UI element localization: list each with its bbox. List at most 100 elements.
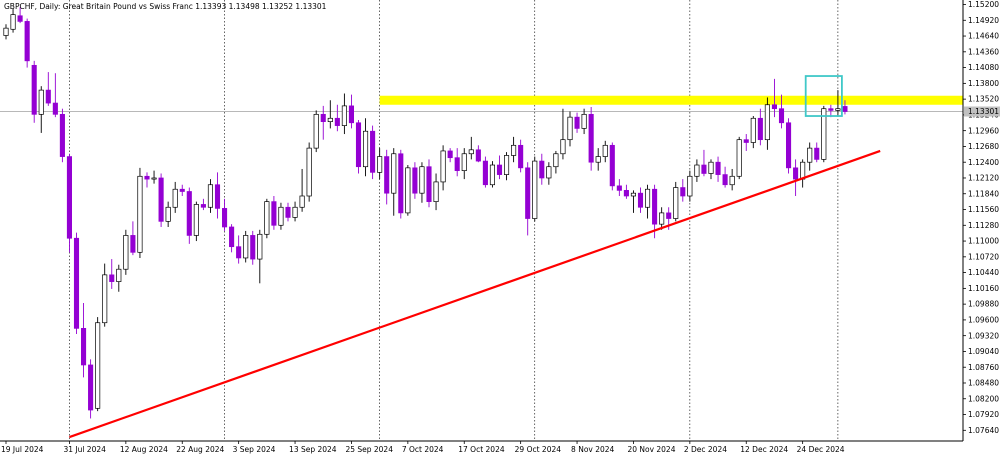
x-tick-label: 13 Sep 2024 bbox=[289, 445, 337, 454]
candle-body bbox=[701, 164, 707, 174]
candle-body bbox=[433, 181, 439, 202]
candle-body bbox=[116, 268, 122, 282]
candle-body bbox=[17, 15, 23, 22]
x-tick-label: 17 Oct 2024 bbox=[458, 445, 505, 454]
candle-body bbox=[285, 206, 291, 218]
candle-body bbox=[468, 149, 474, 155]
candle-body bbox=[574, 116, 580, 129]
y-tick-label: 1.12120 bbox=[968, 174, 999, 183]
y-tick-label: 1.09320 bbox=[968, 331, 999, 340]
candle-body bbox=[489, 164, 496, 186]
resistance-zone-layer bbox=[0, 95, 963, 112]
candle-body bbox=[320, 113, 326, 123]
candle-body bbox=[680, 187, 686, 197]
current-price-tag bbox=[964, 106, 1000, 117]
candle-body bbox=[38, 89, 44, 115]
y-tick-label: 1.10160 bbox=[968, 284, 999, 293]
y-tick-label: 1.11840 bbox=[968, 189, 999, 198]
candle-body bbox=[496, 164, 503, 175]
y-tick-label: 1.09040 bbox=[968, 347, 999, 356]
y-tick-label: 1.12960 bbox=[968, 126, 999, 135]
y-tick-label: 1.12680 bbox=[968, 142, 999, 151]
candle-body bbox=[637, 192, 644, 208]
candle-body bbox=[88, 364, 94, 411]
candle-body bbox=[546, 166, 552, 179]
candle-body bbox=[708, 161, 714, 174]
candle-body bbox=[595, 156, 601, 163]
candle-body bbox=[567, 116, 573, 141]
candle-body bbox=[3, 27, 9, 36]
candle-body bbox=[447, 150, 453, 159]
candle-body bbox=[222, 208, 228, 228]
x-tick-label: 3 Sep 2024 bbox=[233, 445, 276, 454]
candle-body bbox=[553, 153, 559, 168]
candle-body bbox=[73, 237, 80, 329]
candle-body bbox=[151, 177, 157, 180]
candle-body bbox=[764, 104, 770, 141]
x-tick-label: 12 Dec 2024 bbox=[740, 445, 788, 454]
candle-body bbox=[95, 322, 101, 409]
candle-body bbox=[419, 166, 425, 194]
candle-body bbox=[835, 108, 841, 111]
candle-body bbox=[426, 166, 432, 202]
candle-body bbox=[715, 161, 721, 175]
candle-body bbox=[800, 161, 806, 180]
candle-body bbox=[306, 147, 312, 197]
candle-body bbox=[172, 188, 178, 208]
candle-body bbox=[229, 226, 235, 248]
candle-body bbox=[243, 235, 249, 259]
candle-body bbox=[842, 106, 848, 112]
candle-body bbox=[193, 204, 199, 236]
candle-body bbox=[271, 201, 277, 226]
x-tick-label: 20 Nov 2024 bbox=[627, 445, 675, 454]
candle-body bbox=[532, 160, 538, 219]
candle-body bbox=[602, 144, 608, 157]
candle-body bbox=[313, 113, 319, 149]
x-tick-label: 12 Aug 2024 bbox=[120, 445, 168, 454]
candle-body bbox=[334, 117, 340, 126]
candle-body bbox=[412, 167, 418, 194]
candle-body bbox=[200, 204, 206, 208]
candle-body bbox=[581, 113, 587, 129]
candle-body bbox=[482, 160, 488, 186]
y-tick-label: 1.08200 bbox=[968, 394, 999, 403]
ascending-trendline bbox=[69, 149, 881, 439]
candle-body bbox=[355, 122, 362, 168]
candle-body bbox=[757, 117, 763, 141]
candle-body bbox=[504, 155, 510, 175]
candle-body bbox=[257, 233, 263, 260]
candle-body bbox=[511, 144, 517, 156]
y-tick-label: 1.10440 bbox=[968, 268, 999, 277]
candle-body bbox=[518, 144, 524, 169]
candle-body bbox=[454, 157, 460, 172]
candle-body bbox=[623, 190, 629, 197]
candle-body bbox=[525, 167, 531, 219]
candle-body bbox=[828, 108, 834, 111]
candle-body bbox=[771, 104, 778, 110]
candle-body bbox=[729, 175, 735, 186]
candle-body bbox=[236, 246, 242, 259]
candle-body bbox=[821, 108, 827, 160]
y-tick-label: 1.10720 bbox=[968, 252, 999, 261]
candle-body bbox=[722, 174, 728, 186]
candle-body bbox=[736, 139, 742, 177]
candle-body bbox=[45, 89, 51, 104]
x-tick-label: 24 Dec 2024 bbox=[797, 445, 845, 454]
candle-body bbox=[130, 235, 136, 253]
candle-body bbox=[207, 184, 214, 208]
candle-body bbox=[644, 188, 651, 208]
candle-body bbox=[264, 201, 270, 235]
candle-body bbox=[158, 177, 164, 222]
y-tick-label: 1.14640 bbox=[968, 32, 999, 41]
candle-body bbox=[250, 235, 256, 260]
candle-body bbox=[377, 156, 383, 173]
y-tick-label: 1.11280 bbox=[968, 221, 999, 230]
x-tick-label: 25 Sep 2024 bbox=[345, 445, 393, 454]
candles-layer bbox=[3, 7, 848, 419]
candle-body bbox=[80, 328, 87, 366]
candle-body bbox=[66, 156, 73, 239]
grid-layer bbox=[69, 0, 839, 441]
